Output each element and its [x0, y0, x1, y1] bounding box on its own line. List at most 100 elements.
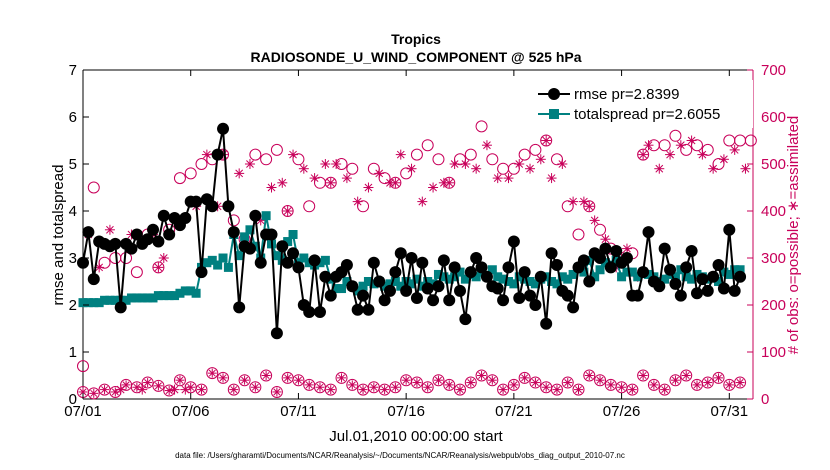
totalspread-point	[670, 272, 680, 282]
low-band-assimilated-point	[207, 368, 217, 378]
asterisk-stroke	[202, 150, 211, 159]
asterisk-stroke	[159, 254, 168, 262]
totalspread-point	[730, 265, 740, 275]
asterisk-stroke	[579, 197, 588, 206]
rmse-point	[254, 256, 267, 269]
totalspread-point	[724, 269, 734, 279]
obs-possible-point	[744, 134, 757, 147]
obs-assimilated-point	[740, 163, 751, 174]
totalspread-point	[213, 260, 223, 270]
rmse-point	[475, 261, 488, 274]
asterisk-stroke	[181, 385, 190, 394]
low-band-assimilated-point	[380, 385, 390, 395]
rmse-point	[195, 266, 208, 279]
rmse-point	[233, 301, 246, 314]
obs-assimilated-point	[417, 196, 428, 207]
obs-assimilated-point	[363, 182, 374, 193]
rmse-point	[373, 275, 386, 288]
obs-possible-point	[486, 153, 499, 166]
rmse-point	[448, 261, 461, 274]
low-band-possible-point	[454, 383, 467, 396]
obs-assimilated-point	[234, 168, 245, 179]
rmse-point	[653, 280, 666, 293]
totalspread-point	[595, 265, 605, 275]
totalspread-point	[78, 298, 88, 308]
obs-assimilated-point	[288, 149, 299, 160]
x-tick-label: 07/21	[495, 403, 533, 420]
totalspread-point	[520, 274, 530, 284]
totalspread-point	[153, 291, 163, 301]
asterisk-stroke	[353, 197, 362, 206]
y2-tick-label: 0	[761, 391, 769, 408]
obs-assimilated-point	[638, 149, 649, 160]
obs-assimilated-point	[600, 234, 611, 245]
asterisk-stroke	[720, 155, 728, 164]
obs-assimilated-point	[665, 149, 676, 160]
rmse-point	[437, 254, 450, 267]
totalspread-point	[363, 277, 373, 286]
totalspread-point	[218, 253, 228, 263]
rmse-point	[346, 280, 359, 293]
asterisk-stroke	[682, 371, 690, 380]
rmse-point	[400, 284, 413, 297]
totalspread-point	[590, 272, 600, 282]
totalspread-point	[121, 295, 131, 305]
obs-possible-point	[518, 148, 531, 161]
low-band-possible-point	[507, 378, 520, 391]
totalspread-point	[353, 286, 363, 296]
obs-assimilated-point	[298, 163, 309, 174]
obs-assimilated-point	[525, 163, 536, 174]
obs-possible-point	[87, 181, 100, 194]
y2-axis-label: # of obs: o=possible; ∗=assimilated	[785, 116, 802, 355]
low-band-assimilated-point	[649, 380, 659, 390]
low-band-assimilated-point	[153, 381, 163, 391]
rmse-point	[464, 266, 477, 279]
low-band-assimilated-point	[552, 385, 562, 395]
rmse-point	[594, 252, 607, 264]
asterisk-stroke	[644, 141, 653, 150]
rmse-point	[432, 280, 445, 293]
obs-possible-point	[152, 261, 165, 274]
obs-possible-point	[346, 162, 359, 175]
rmse-series	[77, 122, 747, 340]
chart-title: Tropics	[391, 31, 441, 47]
rmse-point	[303, 306, 316, 319]
low-band-assimilated-point	[261, 371, 271, 380]
totalspread-point	[627, 267, 637, 277]
low-band-assimilated-point	[143, 378, 153, 388]
rmse-point	[308, 254, 321, 267]
asterisk-stroke	[343, 174, 351, 182]
low-band-possible-point	[529, 376, 542, 389]
obs-possible-point	[270, 143, 283, 156]
legend-spread-label: totalspread pr=2.6055	[574, 106, 720, 123]
obs-possible-point	[410, 148, 423, 161]
obs-assimilated-point	[686, 135, 697, 146]
rmse-point	[249, 209, 262, 222]
totalspread-point	[514, 272, 524, 282]
obs-possible-point	[249, 148, 262, 161]
obs-assimilated-point	[325, 177, 336, 188]
data-file-footer: data file: /Users/gharamti/Documents/NCA…	[175, 451, 625, 460]
totalspread-point	[272, 251, 282, 261]
obs-assimilated-point	[153, 262, 164, 273]
asterisk-stroke	[445, 178, 454, 187]
low-band-assimilated-point	[390, 382, 400, 392]
asterisk-stroke	[676, 141, 685, 150]
obs-assimilated-point	[514, 159, 525, 169]
asterisk-stroke	[671, 376, 679, 384]
rmse-point	[227, 226, 240, 239]
obs-assimilated-point	[115, 384, 126, 395]
asterisk-stroke	[493, 174, 502, 182]
asterisk-stroke	[585, 371, 593, 380]
totalspread-point	[460, 274, 470, 284]
asterisk-stroke	[310, 174, 319, 182]
rmse-point	[712, 259, 725, 272]
rmse-point	[362, 303, 375, 316]
asterisk-stroke	[472, 164, 481, 173]
low-band-possible-point	[217, 371, 230, 384]
rmse-point	[152, 235, 165, 248]
totalspread-point	[487, 265, 497, 275]
obs-possible-point	[464, 148, 477, 161]
asterisk-stroke	[429, 183, 437, 192]
low-band-possible-point	[173, 374, 186, 387]
